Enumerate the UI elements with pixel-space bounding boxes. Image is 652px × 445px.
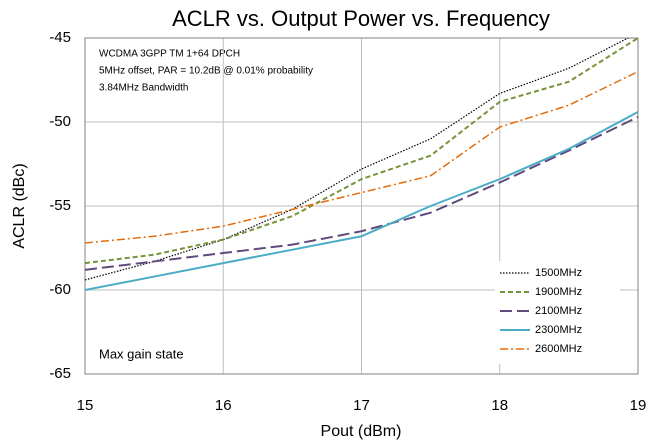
legend-label: 1500MHz <box>535 267 582 279</box>
legend-label: 2600MHz <box>535 343 582 355</box>
series-line <box>85 111 638 291</box>
x-tick-label: 17 <box>353 397 370 414</box>
series-line <box>85 70 638 244</box>
y-tick-label: -55 <box>49 197 71 214</box>
annotation: 5MHz offset, PAR = 10.2dB @ 0.01% probab… <box>99 66 313 77</box>
annotation: Max gain state <box>99 346 184 361</box>
y-axis-label: ACLR (dBc) <box>11 163 28 248</box>
y-tick-label: -65 <box>49 365 71 382</box>
plot-frame <box>84 37 639 375</box>
plot-area <box>85 38 638 291</box>
series-line <box>85 38 638 265</box>
chart-title: ACLR vs. Output Power vs. Frequency <box>172 6 550 31</box>
legend-box <box>495 261 620 364</box>
x-tick-label: 15 <box>77 397 94 414</box>
annotation: WCDMA 3GPP TM 1+64 DPCH <box>99 49 240 60</box>
x-tick-label: 18 <box>491 397 508 414</box>
y-tick-label: -50 <box>49 113 71 130</box>
x-tick-label: 19 <box>630 397 647 414</box>
y-tick-label: -60 <box>49 281 71 298</box>
annotation: 3.84MHz Bandwidth <box>99 83 189 94</box>
series-line <box>85 116 638 271</box>
x-axis-label: Pout (dBm) <box>321 423 402 440</box>
legend-label: 2100MHz <box>535 305 582 317</box>
legend-label: 2300MHz <box>535 324 582 336</box>
legend-label: 1900MHz <box>535 286 582 298</box>
x-tick-label: 16 <box>215 397 232 414</box>
y-tick-label: -45 <box>49 29 71 46</box>
